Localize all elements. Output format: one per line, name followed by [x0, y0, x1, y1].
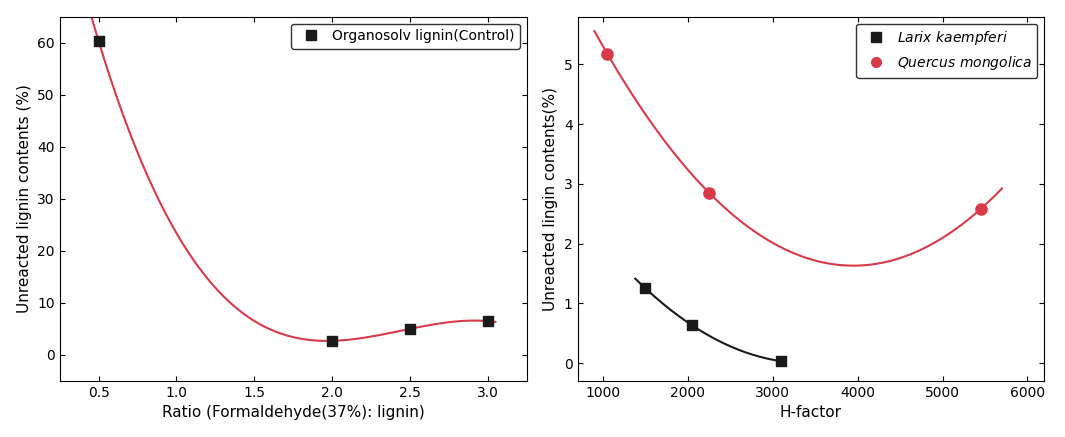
X-axis label: H-factor: H-factor	[780, 406, 842, 420]
Point	[324, 337, 341, 344]
Point	[972, 205, 989, 212]
Point	[684, 322, 701, 329]
X-axis label: Ratio (Formaldehyde(37%): lignin): Ratio (Formaldehyde(37%): lignin)	[162, 406, 425, 420]
Y-axis label: Unreacted lingin contents(%): Unreacted lingin contents(%)	[543, 87, 558, 311]
Legend: $\it{Larix\ kaempferi}$, $\it{Quercus\ mongolica}$: $\it{Larix\ kaempferi}$, $\it{Quercus\ m…	[856, 24, 1037, 78]
Point	[773, 358, 790, 365]
Point	[599, 50, 616, 57]
Y-axis label: Unreacted lignin contents (%): Unreacted lignin contents (%)	[17, 84, 32, 313]
Point	[91, 38, 108, 45]
Point	[637, 285, 654, 292]
Point	[701, 189, 718, 196]
Point	[479, 318, 496, 325]
Point	[402, 326, 419, 333]
Legend: Organosolv lignin(Control): Organosolv lignin(Control)	[292, 24, 520, 49]
